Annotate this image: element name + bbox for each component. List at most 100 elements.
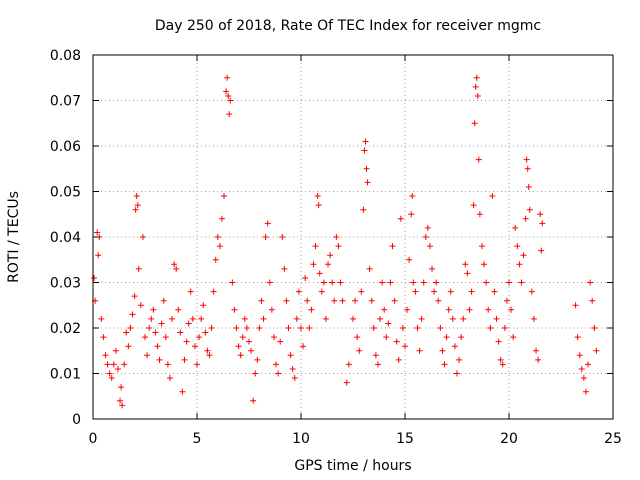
data-point <box>100 334 107 341</box>
data-point <box>254 356 261 363</box>
y-axis-label: ROTI / TECUs <box>6 191 22 283</box>
data-point <box>485 306 492 313</box>
data-point <box>538 247 545 254</box>
data-point <box>476 211 483 218</box>
data-point <box>200 302 207 309</box>
data-point <box>264 220 271 227</box>
data-point <box>260 315 267 322</box>
data-point <box>300 343 307 350</box>
y-tick-label: 0.01 <box>50 367 81 383</box>
data-point <box>491 288 498 295</box>
data-point <box>218 215 225 222</box>
data-point <box>152 329 159 336</box>
data-point <box>424 224 431 231</box>
y-tick-label: 0 <box>72 412 81 428</box>
data-point <box>426 243 433 250</box>
x-tick-label: 5 <box>193 431 202 447</box>
data-point <box>524 165 531 172</box>
data-point <box>137 302 144 309</box>
data-point <box>402 343 408 350</box>
data-point <box>385 320 392 327</box>
data-point <box>439 347 446 354</box>
data-point <box>327 252 334 259</box>
y-tick-label: 0.02 <box>50 321 81 337</box>
data-point <box>585 361 592 368</box>
data-point <box>370 325 377 331</box>
data-point <box>445 306 452 313</box>
data-point <box>235 343 242 350</box>
data-point <box>358 288 365 295</box>
data-point <box>478 243 485 250</box>
data-point <box>108 375 115 382</box>
data-point <box>361 147 368 154</box>
data-point <box>314 193 321 200</box>
data-point <box>154 343 161 350</box>
y-tick-label: 0.05 <box>50 185 81 201</box>
data-point <box>437 325 444 331</box>
data-point <box>316 270 323 277</box>
data-point <box>118 384 125 391</box>
data-point <box>331 297 338 304</box>
data-point <box>239 334 246 341</box>
data-point <box>248 347 255 354</box>
data-point <box>454 370 460 377</box>
data-point <box>204 347 211 354</box>
data-point <box>389 243 396 250</box>
data-point <box>187 288 194 295</box>
data-point <box>110 361 117 368</box>
data-point <box>356 347 363 354</box>
data-point <box>362 138 369 145</box>
data-point <box>250 397 257 404</box>
data-point <box>196 334 203 341</box>
data-point <box>183 338 190 345</box>
data-point <box>535 356 542 363</box>
x-tick-label: 15 <box>396 431 414 447</box>
data-point <box>360 206 367 213</box>
data-point <box>366 265 373 272</box>
data-points <box>91 74 600 409</box>
data-point <box>472 83 479 90</box>
grid-lines <box>93 55 613 419</box>
data-point <box>451 343 458 350</box>
data-point <box>179 388 186 395</box>
data-point <box>460 315 467 322</box>
data-point <box>308 306 315 313</box>
data-point <box>237 352 244 359</box>
data-point <box>520 252 527 259</box>
data-point <box>277 338 284 345</box>
data-point <box>572 302 579 309</box>
data-point <box>162 334 169 341</box>
data-point <box>379 279 386 286</box>
data-point <box>148 315 155 322</box>
data-point <box>268 306 275 313</box>
data-point <box>119 402 126 409</box>
data-point <box>227 97 234 104</box>
data-point <box>273 361 280 368</box>
data-point <box>464 270 471 277</box>
data-point <box>537 211 544 218</box>
data-point <box>516 261 523 268</box>
data-point <box>587 279 594 286</box>
data-point <box>325 261 332 268</box>
data-point <box>127 325 134 331</box>
data-point <box>481 261 488 268</box>
data-point <box>106 370 113 377</box>
data-point <box>471 120 478 127</box>
y-tick-label: 0.04 <box>50 230 81 246</box>
data-point <box>262 234 269 240</box>
data-point <box>289 365 296 372</box>
data-point <box>322 315 329 322</box>
data-point <box>387 279 394 286</box>
x-tick-label: 20 <box>500 431 518 447</box>
data-point <box>225 92 232 99</box>
data-point <box>350 315 356 322</box>
data-point <box>493 315 500 322</box>
data-point <box>512 224 519 231</box>
data-point <box>134 202 141 209</box>
data-point <box>525 183 532 190</box>
data-point <box>329 279 336 286</box>
data-point <box>275 370 282 377</box>
data-point <box>418 315 425 322</box>
data-point <box>582 388 589 395</box>
data-point <box>589 297 596 304</box>
